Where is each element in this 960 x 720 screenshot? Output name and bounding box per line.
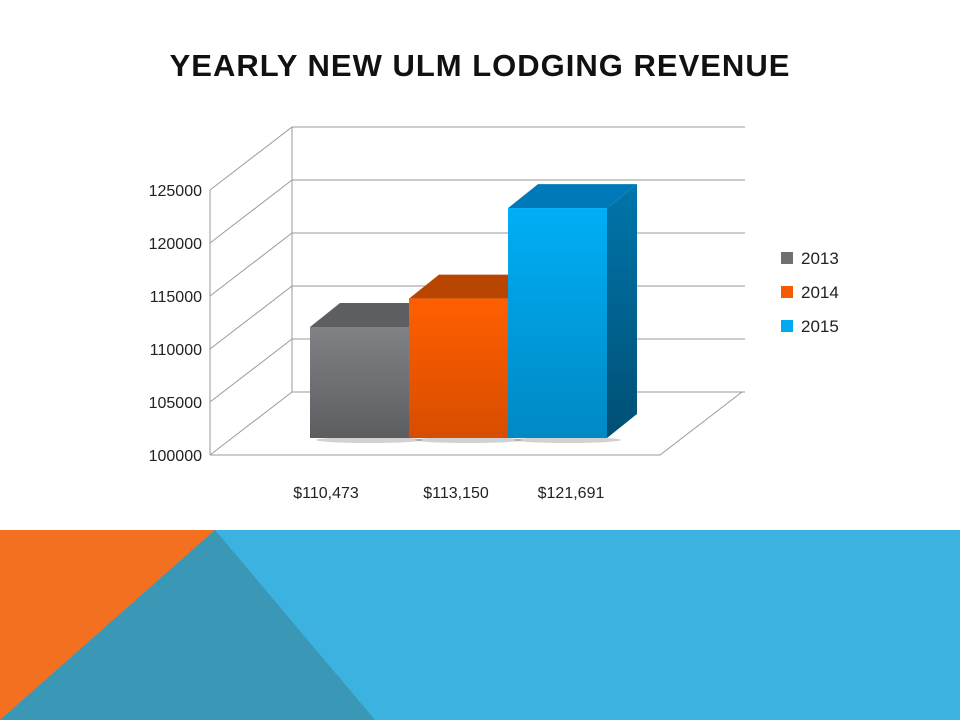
floor-edge [210,391,743,456]
legend-item-2014: 2014 [781,283,839,302]
legend-swatch [781,320,793,332]
y-tick-label: 115000 [150,289,202,306]
bar-top [508,184,637,209]
legend-label: 2015 [801,317,839,336]
category-label: $121,691 [538,485,605,502]
y-tick-label: 125000 [149,183,202,200]
bar-front [409,298,508,438]
category-label: $110,473 [293,485,359,502]
y-tick-label: 105000 [149,395,202,412]
legend-swatch [781,252,793,264]
bar-front [310,326,409,438]
gridline [209,126,745,191]
legend: 2013 2014 2015 [781,249,839,336]
footer-dark-blue-triangle [0,530,375,720]
legend-item-2013: 2013 [781,249,839,268]
bar-front [508,208,607,438]
bar-side [607,184,637,438]
legend-swatch [781,286,793,298]
footer-decoration [0,530,960,720]
y-axis-tick-labels: 100000 105000 110000 115000 120000 125000 [149,183,202,465]
gridline [209,179,745,244]
slide-title: YEARLY NEW ULM LODGING REVENUE [169,48,791,83]
y-tick-label: 100000 [149,448,202,465]
bar-top [409,274,538,299]
bars [310,184,637,443]
bar-shadow [415,437,522,443]
bar-2015 [508,184,637,443]
category-labels: $110,473 $113,150 $121,691 [293,485,604,502]
bar-shadow [514,437,621,443]
category-label: $113,150 [423,485,489,502]
bar-top [310,302,439,327]
y-tick-label: 120000 [149,236,202,253]
legend-label: 2014 [801,283,839,302]
legend-label: 2013 [801,249,839,268]
bar-shadow [316,437,423,443]
legend-item-2015: 2015 [781,317,839,336]
y-tick-label: 110000 [150,342,202,359]
gridlines [209,126,745,456]
